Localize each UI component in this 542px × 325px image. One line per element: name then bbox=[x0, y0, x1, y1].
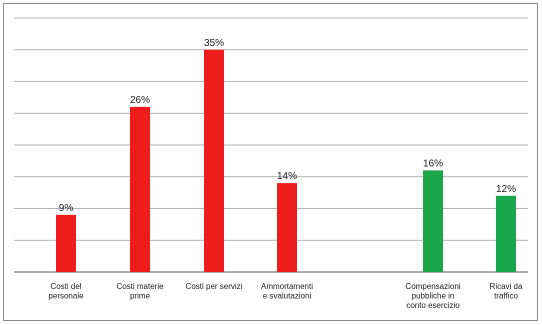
category-label: traffico bbox=[494, 292, 518, 301]
bar bbox=[130, 107, 150, 272]
bar bbox=[56, 215, 76, 272]
bar bbox=[204, 50, 224, 272]
category-label: e svalutazioni bbox=[263, 292, 312, 301]
data-label: 14% bbox=[277, 171, 297, 182]
data-label: 9% bbox=[59, 203, 74, 214]
category-label: Costi per servizi bbox=[186, 282, 243, 291]
category-label: Costi materie bbox=[116, 282, 164, 291]
bar bbox=[277, 183, 297, 272]
data-label: 16% bbox=[423, 158, 443, 169]
bar bbox=[496, 196, 516, 272]
category-label: personale bbox=[48, 292, 84, 301]
category-label: pubbliche in bbox=[412, 292, 455, 301]
bar bbox=[423, 170, 443, 272]
category-label: Ricavi da bbox=[490, 282, 523, 291]
category-label: Compensazioni bbox=[405, 282, 460, 291]
data-label: 12% bbox=[496, 184, 516, 195]
data-label: 26% bbox=[130, 95, 150, 106]
data-label: 35% bbox=[204, 38, 224, 49]
category-label: Ammortamenti bbox=[261, 282, 313, 291]
category-label: Costi del bbox=[50, 282, 81, 291]
category-label: prime bbox=[130, 292, 151, 301]
category-label: conto esercizio bbox=[406, 301, 460, 310]
